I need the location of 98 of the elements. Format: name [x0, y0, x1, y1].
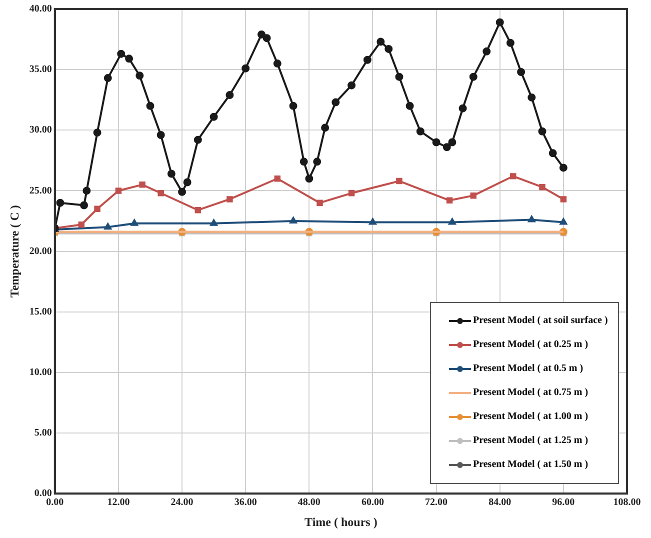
point: [78, 222, 85, 228]
point: [510, 173, 516, 180]
point: [348, 190, 355, 196]
point: [458, 104, 467, 112]
point: [82, 186, 91, 195]
x-tick-label: 0.00: [46, 497, 64, 508]
point: [432, 138, 440, 146]
point: [528, 93, 536, 102]
point: [539, 184, 546, 190]
legend-label: Present Model ( at 0.5 m ): [473, 363, 584, 374]
point: [406, 102, 414, 110]
point: [384, 44, 393, 53]
legend-label: Present Model ( at 0.25 m ): [473, 339, 588, 350]
point: [194, 136, 202, 144]
point: [146, 102, 154, 110]
y-tick-label: 30.00: [29, 124, 52, 136]
y-axis-title: Temperature ( C ): [7, 205, 22, 298]
point: [80, 201, 88, 210]
point: [183, 178, 192, 186]
point: [125, 54, 134, 63]
point: [470, 192, 476, 199]
point: [560, 196, 567, 202]
y-tick-label: 5.00: [34, 428, 52, 439]
point: [226, 91, 234, 100]
point: [496, 18, 504, 26]
point: [210, 219, 218, 226]
point: [446, 197, 453, 204]
y-tick-label: 20.00: [29, 246, 52, 257]
point: [482, 47, 491, 56]
y-tick-label: 15.00: [29, 306, 52, 318]
x-tick-label: 36.00: [234, 497, 257, 508]
legend-label: Present Model ( at soil surface ): [473, 315, 608, 326]
point: [469, 72, 478, 81]
legend-label: Present Model ( at 0.75 m ): [473, 387, 588, 398]
legend-label: Present Model ( at 1.25 m ): [473, 435, 588, 446]
point: [506, 38, 514, 47]
point: [290, 217, 297, 224]
point: [395, 72, 404, 81]
point: [139, 182, 146, 188]
x-tick-label: 72.00: [425, 497, 448, 508]
y-tick-label: 25.00: [29, 185, 52, 196]
point: [130, 219, 138, 226]
point: [300, 158, 308, 166]
point: [369, 218, 376, 225]
y-tick-label: 40.00: [29, 4, 52, 15]
point: [416, 127, 424, 136]
point: [517, 68, 526, 76]
point: [226, 196, 233, 202]
point: [194, 206, 202, 214]
point: [321, 124, 330, 132]
x-tick-label: 12.00: [107, 497, 130, 508]
point: [93, 128, 102, 137]
point: [94, 206, 100, 212]
x-axis-title: Time ( hours ): [304, 514, 378, 529]
point: [178, 188, 186, 196]
point: [136, 72, 144, 80]
legend-label: Present Model ( at 1.00 m ): [473, 411, 588, 422]
point: [262, 34, 271, 42]
point: [117, 50, 126, 58]
y-tick-label: 0.00: [34, 488, 52, 500]
point: [274, 175, 281, 182]
legend-label: Present Model ( at 1.50 m ): [473, 459, 588, 470]
y-tick-label: 35.00: [29, 64, 52, 76]
point: [289, 102, 298, 110]
point: [316, 200, 323, 206]
point: [115, 188, 122, 194]
x-tick-label: 84.00: [488, 497, 512, 508]
point: [313, 158, 322, 166]
point: [548, 149, 557, 158]
point: [167, 170, 176, 178]
point: [156, 130, 165, 139]
x-tick-label: 96.00: [552, 497, 575, 508]
point: [376, 38, 385, 46]
point: [448, 138, 456, 146]
point: [56, 198, 64, 207]
x-tick-label: 108.00: [613, 497, 641, 508]
point: [448, 218, 456, 225]
point: [363, 56, 372, 64]
x-tick-label: 24.00: [170, 497, 194, 508]
point: [559, 164, 568, 172]
x-tick-label: 48.00: [298, 497, 320, 508]
point: [273, 60, 282, 68]
point: [560, 218, 568, 225]
point: [305, 174, 314, 183]
point: [104, 74, 112, 82]
point: [348, 81, 356, 90]
point: [158, 190, 164, 196]
point: [528, 216, 536, 222]
point: [332, 98, 340, 106]
point: [442, 143, 451, 152]
point: [538, 127, 546, 136]
point: [210, 112, 218, 121]
x-tick-label: 60.00: [361, 497, 384, 508]
point: [104, 223, 112, 230]
point: [396, 178, 402, 184]
y-tick-label: 10.00: [29, 367, 52, 378]
point: [257, 30, 266, 38]
point: [242, 64, 250, 72]
